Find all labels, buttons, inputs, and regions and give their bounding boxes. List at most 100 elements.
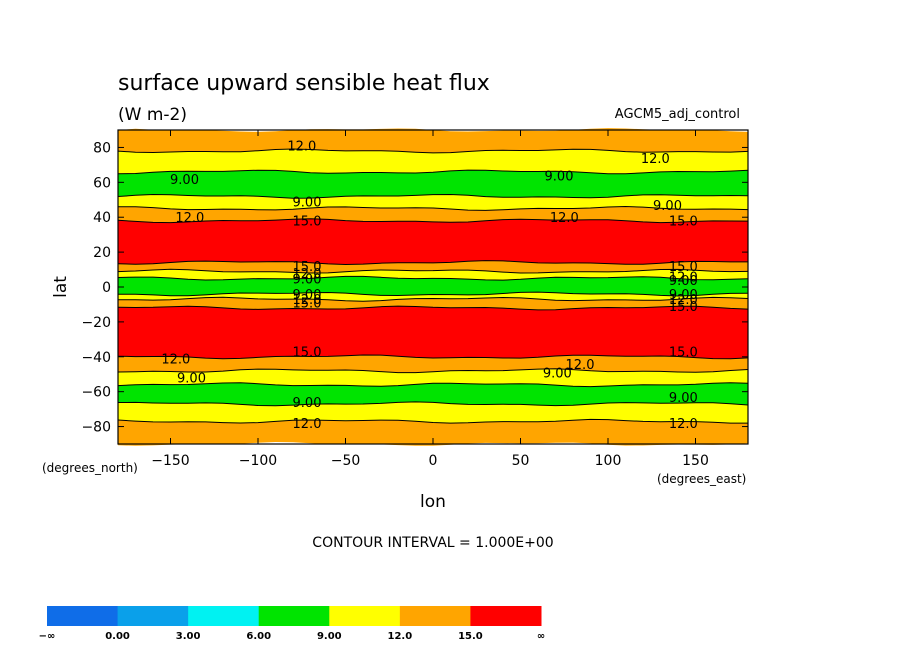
contour-line-1 <box>117 148 749 154</box>
contour-line-2 <box>117 169 749 175</box>
band-15 <box>118 401 748 424</box>
band-11 <box>118 306 748 359</box>
contour-label: 15.0 <box>293 260 322 275</box>
colorbar-label: 12.0 <box>388 631 413 642</box>
contour-label: 12.0 <box>641 152 670 167</box>
colored-bands <box>118 128 748 446</box>
contour-label: 9.00 <box>669 274 698 289</box>
band-8 <box>118 276 748 296</box>
x-tick-label: 100 <box>595 453 622 469</box>
colorbar-label: 15.0 <box>458 631 483 642</box>
contour-label: 12.0 <box>161 353 190 368</box>
y-axis-title: lat <box>51 276 71 298</box>
band-1 <box>118 149 748 174</box>
x-axis-title: lon <box>420 492 446 512</box>
contour-interval-text: CONTOUR INTERVAL = 1.000E+00 <box>312 535 553 551</box>
colorbar-swatch <box>47 606 119 626</box>
contour-line-7 <box>117 268 749 274</box>
x-tick-label: 50 <box>512 453 530 469</box>
contour-line-6 <box>117 260 748 266</box>
band-14 <box>118 382 748 406</box>
band-0 <box>118 128 748 153</box>
x-tick-label: −100 <box>239 453 277 469</box>
contour-line-16 <box>117 418 748 424</box>
contour-label: 15.0 <box>669 300 698 315</box>
y-tick-label: 0 <box>102 280 111 296</box>
contour-line-9 <box>118 291 749 297</box>
chart-title: surface upward sensible heat flux <box>118 71 490 96</box>
y-tick-label: 20 <box>93 245 111 261</box>
band-4 <box>118 206 748 223</box>
contour-line-13 <box>117 368 749 374</box>
colorbar-label: −∞ <box>39 631 56 642</box>
contour-label: 9.00 <box>170 173 199 188</box>
contour-label: 15.0 <box>293 297 322 312</box>
y-tick-label: 80 <box>93 140 111 156</box>
contour-line-12 <box>117 354 749 360</box>
contour-label: 15.0 <box>669 215 698 230</box>
contour-label: 12.0 <box>669 271 698 286</box>
contour-label: 12.0 <box>293 417 322 432</box>
contour-line-14 <box>117 382 749 388</box>
band-2 <box>118 170 748 199</box>
colorbar-swatch <box>329 606 401 626</box>
colorbar-swatch <box>117 606 189 626</box>
band-16 <box>118 419 748 446</box>
contour-label: 9.00 <box>293 396 322 411</box>
contour-label: 9.00 <box>293 288 322 303</box>
colorbar-swatch <box>470 606 542 626</box>
contour-label: 9.00 <box>177 372 206 387</box>
band-13 <box>118 368 748 387</box>
contour-line-5 <box>117 218 749 224</box>
contour-label: 9.00 <box>543 367 572 382</box>
contour-label: 12.0 <box>566 358 595 373</box>
x-tick-label: −150 <box>151 453 189 469</box>
band-3 <box>118 194 748 211</box>
contour-label: 12.0 <box>293 293 322 308</box>
contour-label: 12.0 <box>287 140 316 155</box>
y-axis-units: (degrees_north) <box>42 461 138 475</box>
contour-line-11 <box>117 305 749 311</box>
contour-line-4 <box>117 205 749 211</box>
colorbar-label: 3.00 <box>176 631 201 642</box>
contour-label: 15.0 <box>669 346 698 361</box>
contour-label: 9.00 <box>293 272 322 287</box>
contour-label: 12.0 <box>550 211 579 226</box>
band-12 <box>118 355 748 373</box>
contour-label: 9.00 <box>293 196 322 211</box>
y-axis: 80 60 40 20 0 −20 −40 −60 −80 <box>81 140 748 436</box>
contour-label: 15.0 <box>293 215 322 230</box>
x-tick-label: 150 <box>682 453 709 469</box>
contour-line-10 <box>117 296 749 302</box>
band-6 <box>118 260 748 273</box>
contour-label: 15.0 <box>669 260 698 275</box>
colorbar-swatch <box>188 606 260 626</box>
colorbar-label: ∞ <box>537 631 545 642</box>
contour-line-3 <box>117 193 749 199</box>
contour-label: 12.0 <box>669 293 698 308</box>
y-tick-label: 60 <box>93 175 111 191</box>
contour-label: 9.00 <box>653 199 682 214</box>
y-tick-label: −80 <box>81 420 111 436</box>
contour-label: 15.0 <box>293 346 322 361</box>
contour-label: 9.00 <box>545 169 574 184</box>
y-tick-label: −20 <box>81 315 111 331</box>
y-tick-label: −60 <box>81 385 111 401</box>
colorbar-label: 6.00 <box>246 631 271 642</box>
contour-line-8 <box>117 275 749 281</box>
contour-label: 12.0 <box>293 267 322 282</box>
chart-units: (W m-2) <box>118 105 187 125</box>
contour-line-15 <box>117 401 749 407</box>
colorbar-swatch <box>399 606 471 626</box>
contour-label: 12.0 <box>175 211 204 226</box>
colorbar: −∞ 0.00 3.00 6.00 9.00 12.0 15.0 ∞ <box>39 606 545 642</box>
colorbar-swatch <box>258 606 330 626</box>
contour-label: 9.00 <box>669 391 698 406</box>
contour-lines <box>117 148 749 424</box>
colorbar-label: 0.00 <box>105 631 130 642</box>
x-axis: −150 −100 −50 0 50 100 150 <box>151 130 709 469</box>
x-tick-label: −50 <box>331 453 361 469</box>
